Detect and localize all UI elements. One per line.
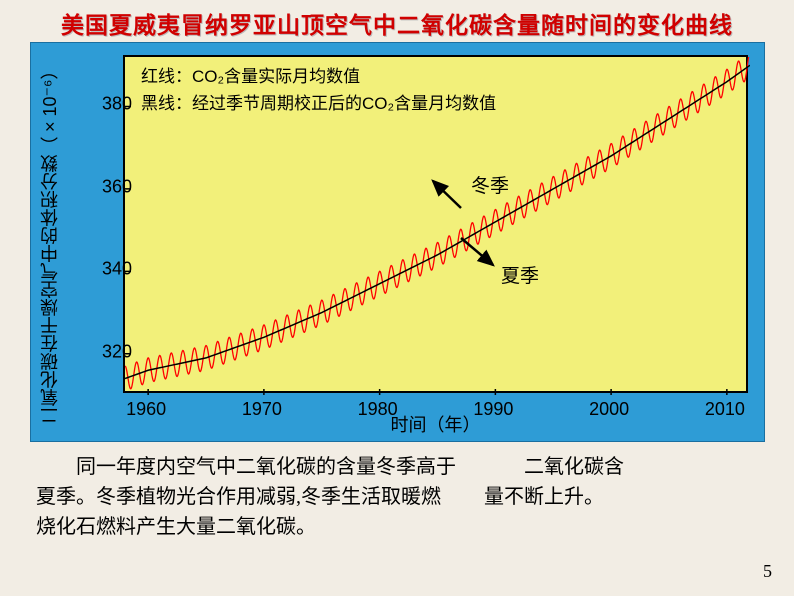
x-tick-label: 1960 bbox=[126, 399, 166, 420]
y-tick-label: 360 bbox=[102, 176, 132, 197]
page-number: 5 bbox=[763, 561, 772, 582]
annotation-winter: 冬季 bbox=[471, 171, 509, 198]
x-tick-label: 1990 bbox=[473, 399, 513, 420]
y-axis-label: 二氧化碳在干燥空气中的体积分数（×10⁻⁶） bbox=[37, 62, 63, 425]
body-text-right: 二氧化碳含量不断上升。 bbox=[484, 452, 634, 512]
chart-container: 二氧化碳在干燥空气中的体积分数（×10⁻⁶） 红线：CO₂含量实际月均数值 黑线… bbox=[30, 42, 765, 442]
x-tick-label: 2010 bbox=[705, 399, 745, 420]
page-title: 美国夏威夷冒纳罗亚山顶空气中二氧化碳含量随时间的变化曲线 bbox=[0, 0, 794, 44]
x-tick-label: 1970 bbox=[242, 399, 282, 420]
legend-line-2: 黑线：经过季节周期校正后的CO₂含量月均数值 bbox=[141, 90, 496, 117]
x-tick-label: 1980 bbox=[358, 399, 398, 420]
annotation-summer: 夏季 bbox=[501, 261, 539, 288]
x-axis-label: 时间（年） bbox=[123, 411, 748, 437]
y-tick-label: 320 bbox=[102, 341, 132, 362]
legend: 红线：CO₂含量实际月均数值 黑线：经过季节周期校正后的CO₂含量月均数值 bbox=[141, 63, 496, 117]
body-text-left: 同一年度内空气中二氧化碳的含量冬季高于夏季。冬季植物光合作用减弱,冬季生活取暖燃… bbox=[36, 452, 456, 542]
legend-line-1: 红线：CO₂含量实际月均数值 bbox=[141, 63, 496, 90]
y-tick-label: 380 bbox=[102, 94, 132, 115]
x-tick-label: 2000 bbox=[589, 399, 629, 420]
y-tick-label: 340 bbox=[102, 259, 132, 280]
